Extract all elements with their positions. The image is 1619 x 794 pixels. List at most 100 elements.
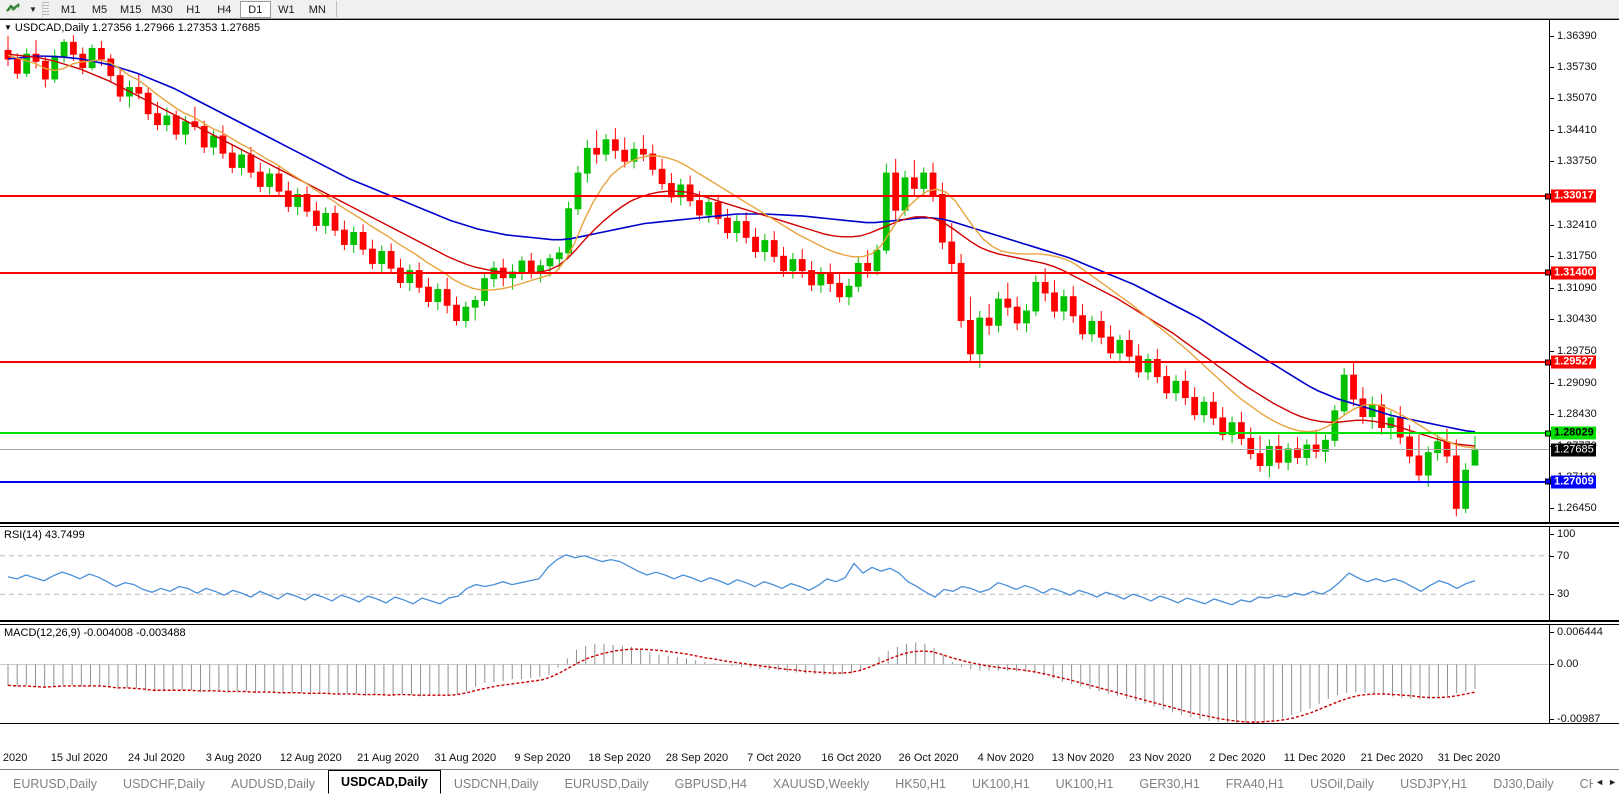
- axis-tickmark: [1550, 256, 1554, 258]
- price-plot: [0, 20, 1549, 522]
- macd-tick-label: 0.006444: [1557, 626, 1603, 638]
- macd-panel[interactable]: MACD(12,26,9) -0.004008 -0.003488 0.0064…: [0, 624, 1619, 725]
- level-drag-handle[interactable]: [1545, 269, 1551, 276]
- price-level-label-1.31400[interactable]: 1.31400: [1545, 266, 1596, 280]
- timeframe-button-mn[interactable]: MN: [308, 3, 326, 16]
- chart-tab-china300-h1[interactable]: CHINA300,H1: [1579, 776, 1593, 791]
- chart-tab-usoil-daily[interactable]: USOil,Daily: [1310, 776, 1375, 791]
- price-level-label-1.29527[interactable]: 1.29527: [1545, 355, 1596, 369]
- chart-tab-uk100-h1[interactable]: UK100,H1: [971, 776, 1030, 791]
- timeframe-button-m30[interactable]: M30: [151, 3, 173, 16]
- axis-tickmark: [1550, 287, 1554, 289]
- time-axis-label: 3 Aug 2020: [205, 752, 262, 764]
- axis-tickmark: [1550, 67, 1554, 69]
- rsi-tick-label: 70: [1557, 549, 1570, 562]
- chevron-down-icon[interactable]: ▼: [29, 4, 37, 14]
- price-tick-label: 1.31750: [1557, 250, 1597, 263]
- price-panel[interactable]: ▼ USDCAD,Daily 1.27356 1.27966 1.27353 1.…: [0, 20, 1619, 524]
- axis-tickmark: [1550, 632, 1554, 633]
- axis-tickmark: [1550, 224, 1554, 226]
- chart-tab-uk100-h1[interactable]: UK100,H1: [1055, 776, 1114, 791]
- symbol-caret-icon[interactable]: ▼: [4, 23, 12, 32]
- rsi-tick-label: 100: [1557, 528, 1576, 540]
- rsi-panel[interactable]: RSI(14) 43.7499 100 70 30: [0, 526, 1619, 622]
- macd-plot: [0, 625, 1549, 723]
- axis-tickmark: [1550, 351, 1554, 353]
- toolbar-grip[interactable]: [42, 1, 49, 17]
- level-line-1.33017[interactable]: [0, 195, 1549, 198]
- timeframe-button-w1[interactable]: W1: [278, 3, 295, 16]
- tab-scroll-right-icon[interactable]: ►: [1608, 777, 1617, 787]
- timeframe-buttons: M1 M5 M15 M30 H1 H4 D1 W1 MN: [53, 0, 333, 18]
- price-panel-title-text: USDCAD,Daily 1.27356 1.27966 1.27353 1.2…: [14, 22, 261, 34]
- price-axis[interactable]: 1.36390 1.35730 1.35070 1.34410 1.33750 1.324…: [1545, 20, 1619, 522]
- axis-tickmark: [1550, 98, 1554, 100]
- axis-tickmark: [1550, 555, 1554, 557]
- price-tick-label: 1.32410: [1557, 218, 1597, 231]
- level-drag-handle[interactable]: [1545, 359, 1551, 365]
- axis-tickmark: [1550, 594, 1554, 596]
- time-axis-label: 2 Dec 2020: [1209, 752, 1266, 764]
- timeframe-button-h1[interactable]: H1: [186, 3, 201, 16]
- level-line-1.31400[interactable]: [0, 271, 1549, 274]
- chart-tab-xauusd-weekly[interactable]: XAUUSD,Weekly: [772, 776, 870, 791]
- axis-tickmark: [1550, 161, 1554, 163]
- rsi-line: [7, 554, 1476, 606]
- time-axis-label: 26 Oct 2020: [898, 752, 959, 764]
- time-axis-label: 4 Nov 2020: [977, 752, 1034, 764]
- timeframe-button-m1[interactable]: M1: [60, 3, 77, 16]
- chart-tab-audusd-daily[interactable]: AUDUSD,Daily: [231, 776, 316, 791]
- chart-tab-eurusd-daily[interactable]: EURUSD,Daily: [564, 776, 649, 791]
- chart-tabbar[interactable]: EURUSD,Daily USDCHF,Daily AUDUSD,Daily USDC…: [0, 769, 1619, 794]
- chart-tab-usdchf-daily[interactable]: USDCHF,Daily: [123, 776, 205, 791]
- chart-tab-usdjpy-h1[interactable]: USDJPY,H1: [1400, 776, 1468, 791]
- axis-tickmark: [1550, 382, 1554, 384]
- price-tick-label: 1.31090: [1557, 281, 1597, 294]
- time-axis-label: 11 Dec 2020: [1283, 752, 1346, 764]
- time-axis-label: 18 Sep 2020: [588, 752, 651, 764]
- time-axis-label: 23 Nov 2020: [1128, 752, 1192, 764]
- chart-tab-usdcad-daily[interactable]: USDCAD,Daily: [328, 770, 441, 794]
- price-level-label-1.27009[interactable]: 1.27009: [1545, 475, 1596, 489]
- price-panel-title: ▼ USDCAD,Daily 1.27356 1.27966 1.27353 1.…: [4, 22, 260, 34]
- timeframe-button-h4[interactable]: H4: [217, 3, 232, 16]
- price-level-label-1.33017[interactable]: 1.33017: [1545, 189, 1596, 203]
- level-drag-handle[interactable]: [1545, 430, 1551, 437]
- macd-signal-line: [7, 648, 1476, 723]
- time-axis-label: 15 Jul 2020: [50, 752, 108, 764]
- chart-tab-dj30-daily[interactable]: DJ30,Daily: [1493, 776, 1554, 791]
- price-level-label-1.28029[interactable]: 1.28029: [1545, 426, 1596, 440]
- level-line-1.28029[interactable]: [0, 432, 1549, 435]
- timeframe-button-d1[interactable]: D1: [239, 0, 271, 18]
- chart-dropdown-icon[interactable]: [0, 0, 26, 19]
- rsi-svg: [0, 554, 1549, 606]
- chart-tab-usdcnh-daily[interactable]: USDCNH,Daily: [453, 776, 539, 791]
- tab-scroll-left-icon[interactable]: ◄: [1595, 777, 1605, 787]
- level-drag-handle[interactable]: [1545, 193, 1551, 200]
- chart-tab-eurusd-daily[interactable]: EURUSD,Daily: [13, 776, 98, 791]
- price-tick-label: 1.33750: [1557, 155, 1597, 168]
- price-tick-label: 1.35070: [1557, 92, 1597, 105]
- time-axis-label: 21 Aug 2020: [357, 752, 419, 764]
- time-axis-label: 31 Aug 2020: [434, 752, 497, 764]
- macd-axis: 0.006444 0.00 -0.00987: [1549, 625, 1619, 725]
- macd-histogram: [7, 642, 1476, 723]
- price-svg: [4, 35, 1479, 517]
- price-tick-label: 1.30430: [1557, 313, 1597, 326]
- price-tick-label: 1.35730: [1557, 61, 1597, 74]
- chart-tab-gbpusd-h4[interactable]: GBPUSD,H4: [674, 776, 747, 791]
- chart-area[interactable]: ▼ USDCAD,Daily 1.27356 1.27966 1.27353 1.…: [0, 19, 1619, 749]
- time-axis-label: 24 Jul 2020: [127, 752, 185, 764]
- timeframe-button-m15[interactable]: M15: [120, 3, 142, 16]
- time-axis-label: 6 Jul 2020: [0, 752, 28, 764]
- chart-tab-hk50-h1[interactable]: HK50,H1: [895, 776, 946, 791]
- chart-tab-fra40-h1[interactable]: FRA40,H1: [1225, 776, 1285, 791]
- price-level-label-1.27685[interactable]: 1.27685: [1551, 443, 1596, 457]
- timeframe-button-m5[interactable]: M5: [91, 3, 108, 16]
- level-drag-handle[interactable]: [1545, 478, 1551, 485]
- level-line-1.29527[interactable]: [0, 361, 1549, 363]
- chart-tab-ger30-h1[interactable]: GER30,H1: [1139, 776, 1200, 791]
- level-line-1.27009[interactable]: [0, 480, 1549, 483]
- axis-tickmark: [1550, 508, 1554, 510]
- level-line-1.27685[interactable]: [0, 448, 1549, 450]
